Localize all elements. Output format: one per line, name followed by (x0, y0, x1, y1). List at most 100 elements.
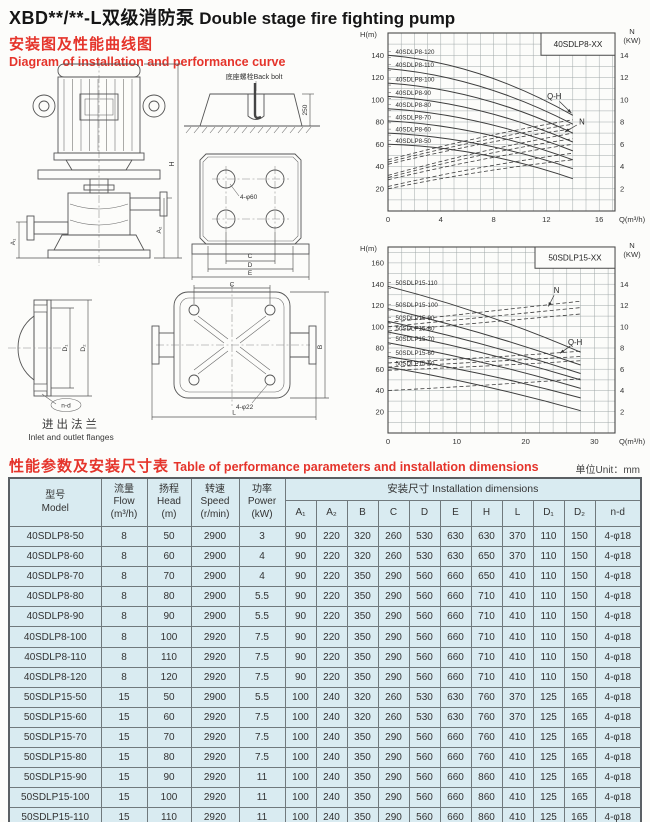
cell-value: 60 (146, 706, 192, 728)
cell-value: 110 (146, 807, 192, 822)
cell-value: 125 (532, 767, 565, 789)
cell-value: 80 (146, 747, 192, 769)
qh-curve (387, 120, 573, 161)
cell-value: 2920 (190, 646, 240, 668)
col-header-dim-3: C (377, 500, 410, 527)
cell-value: 4-φ18 (594, 546, 642, 568)
cell-value: 15 (100, 767, 148, 789)
table-row: 40SDLP8-60 8 60 2900 4 90 220 320 260 530 630 650 37… (8, 546, 642, 568)
cell-value: 320 (346, 546, 379, 568)
cell-value: 2900 (190, 606, 240, 628)
cell-value: 7.5 (238, 706, 286, 728)
cell-value: 165 (563, 706, 596, 728)
cell-value: 530 (408, 525, 441, 548)
x-tick: 0 (386, 215, 390, 224)
cell-value: 320 (346, 525, 379, 548)
cell-value: 860 (470, 787, 503, 809)
cell-value: 2920 (190, 747, 240, 769)
cell-value: 8 (100, 586, 148, 608)
cell-value: 15 (100, 706, 148, 728)
y-left-axis-label: H(m) (360, 30, 377, 39)
n-curve (387, 132, 573, 176)
cell-value: 50 (146, 525, 192, 548)
cell-value: 165 (563, 686, 596, 708)
cell-value: 2900 (190, 586, 240, 608)
cell-value: 240 (315, 706, 348, 728)
cell-value: 80 (146, 586, 192, 608)
cell-value: 165 (563, 767, 596, 789)
cell-value: 110 (532, 606, 565, 628)
table-row: 40SDLP8-70 8 70 2900 4 90 220 350 290 560 660 650 41… (8, 566, 642, 588)
cell-value: 11 (238, 767, 286, 789)
n-curve (387, 313, 581, 332)
cell-value: 630 (439, 706, 472, 728)
cell-value: 3 (238, 525, 286, 548)
curve-label: 40SDLP8-70 (396, 114, 432, 121)
annotation-arrowhead (548, 302, 552, 307)
cell-value: 350 (346, 646, 379, 668)
cell-value: 165 (563, 747, 596, 769)
cell-value: 90 (284, 666, 317, 688)
cell-value: 240 (315, 767, 348, 789)
cell-value: 90 (146, 606, 192, 628)
cell-value: 5.5 (238, 686, 286, 708)
y-right-axis-label-1: N (629, 27, 634, 36)
cell-value: 370 (501, 525, 534, 548)
page-title-en: Double stage fire fighting pump (199, 9, 456, 28)
y-right-tick: 8 (620, 344, 624, 353)
cell-value: 290 (377, 726, 410, 749)
y-right-tick: 6 (620, 365, 624, 374)
cell-value: 90 (284, 566, 317, 588)
table-row: 50SDLP15-100 15 100 2920 11 100 240 350 290 560 66… (8, 787, 642, 809)
x-tick: 16 (595, 215, 603, 224)
n-curve (387, 119, 573, 161)
y-right-tick: 12 (620, 73, 628, 82)
cell-value: 630 (439, 525, 472, 548)
cell-value: 350 (346, 807, 379, 822)
cell-value: 4-φ18 (594, 706, 642, 728)
cell-value: 110 (532, 646, 565, 668)
cell-model: 50SDLP15-110 (8, 807, 102, 822)
topview-dim-b-label: B (317, 345, 324, 349)
curve-label: 50SDLP15-50 (396, 361, 435, 368)
chart-grid (388, 247, 615, 433)
topview-dim-l-label: L (232, 410, 236, 417)
cell-value: 660 (439, 726, 472, 749)
cell-value: 350 (346, 767, 379, 789)
cell-value: 350 (346, 726, 379, 749)
y-left-tick: 60 (376, 140, 384, 149)
cell-value: 125 (532, 807, 565, 822)
cell-value: 560 (408, 666, 441, 688)
cell-value: 4 (238, 566, 286, 588)
cell-value: 220 (315, 666, 348, 688)
cell-value: 70 (146, 566, 192, 588)
y-left-tick: 160 (371, 259, 384, 268)
cell-model: 40SDLP8-100 (8, 626, 102, 648)
cell-value: 410 (501, 626, 534, 648)
back-bolt-detail-drawing: 底座螺栓Back bolt 250 (184, 72, 320, 134)
cell-value: 260 (377, 546, 410, 568)
n-curve (387, 143, 573, 181)
cell-value: 100 (146, 626, 192, 648)
cell-value: 560 (408, 606, 441, 628)
cell-value: 2920 (190, 726, 240, 749)
chart-model-box (534, 246, 616, 269)
qh-curve (387, 320, 581, 374)
n-curve (387, 378, 581, 391)
cell-value: 2920 (190, 626, 240, 648)
y-right-axis-label-2: (KW) (623, 36, 641, 45)
cell-value: 410 (501, 586, 534, 608)
dim-nd-label: n-d (61, 403, 71, 410)
cell-value: 100 (284, 767, 317, 789)
qh-curve (387, 132, 573, 170)
x-tick: 30 (590, 437, 598, 446)
y-left-axis-label: H(m) (360, 244, 377, 253)
cell-value: 110 (532, 586, 565, 608)
flange-caption-zh: 进出法兰 (42, 419, 100, 431)
cell-value: 60 (146, 546, 192, 568)
y-right-tick: 14 (620, 51, 628, 60)
cell-value: 560 (408, 767, 441, 789)
cell-value: 410 (501, 566, 534, 588)
cell-value: 410 (501, 807, 534, 822)
curve-label: 40SDLP8-100 (396, 77, 435, 84)
